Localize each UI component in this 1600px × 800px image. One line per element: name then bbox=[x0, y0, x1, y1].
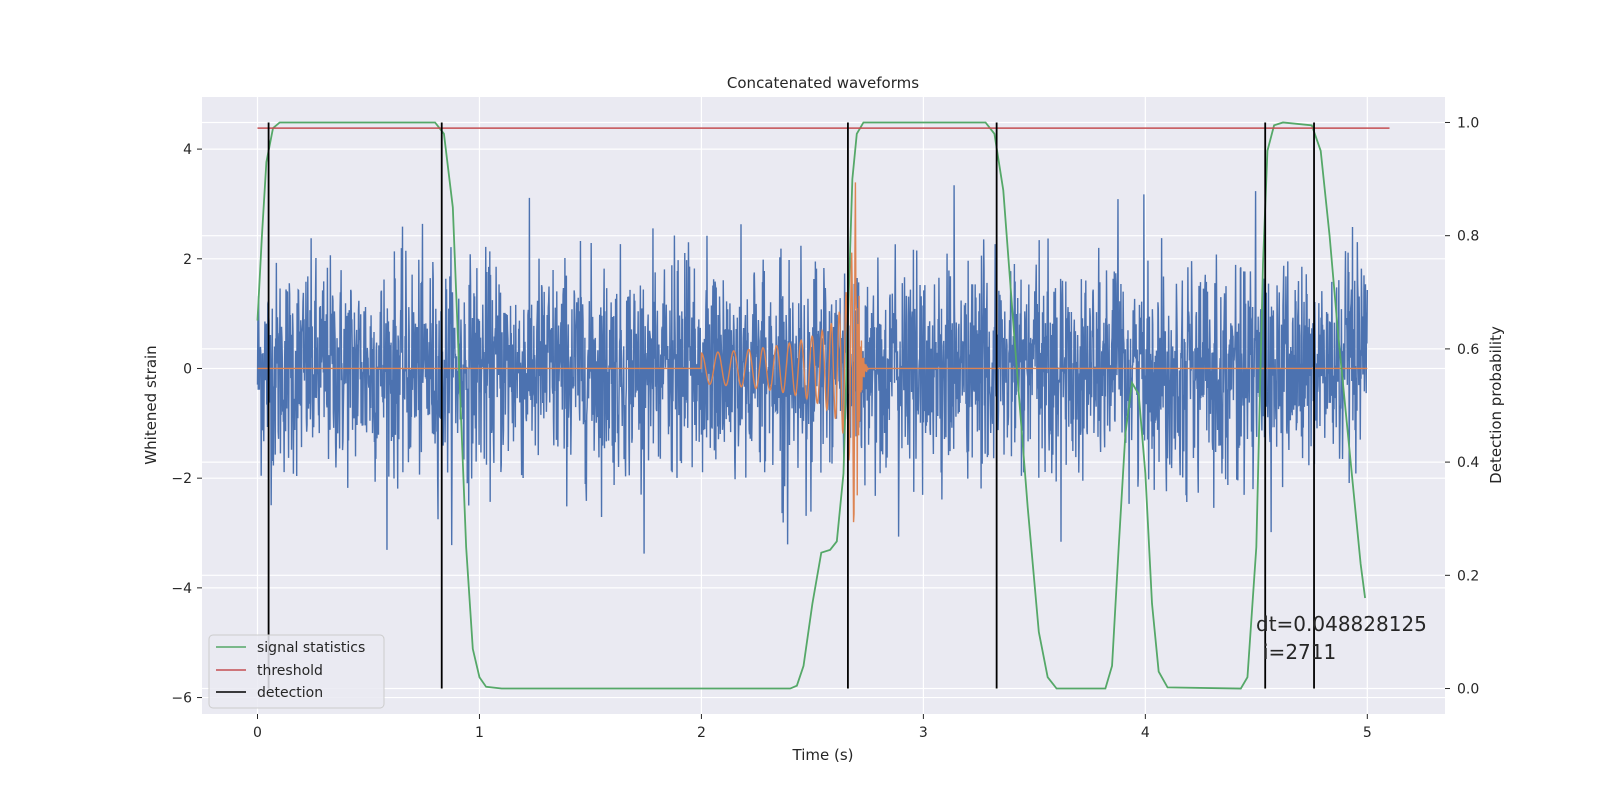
x-tick-label: 2 bbox=[697, 725, 706, 741]
annotation-dt: dt=0.048828125 bbox=[1256, 612, 1427, 636]
y-tick-label-left: −6 bbox=[171, 691, 192, 707]
y-tick-label-left: 2 bbox=[183, 252, 192, 268]
y-axis-label-left: Whitened strain bbox=[142, 345, 160, 464]
detection-lines bbox=[267, 122, 1315, 689]
signal-statistics-line bbox=[256, 121, 1366, 690]
x-tick-label: 0 bbox=[253, 725, 262, 741]
y-tick-label-left: 0 bbox=[183, 361, 192, 377]
y-axis-label-right: Detection probability bbox=[1487, 326, 1505, 484]
y-tick-label-right: 0.0 bbox=[1457, 682, 1479, 698]
y-tick-label-left: −2 bbox=[171, 471, 192, 487]
y-tick-label-right: 0.2 bbox=[1457, 568, 1479, 584]
x-axis-label: Time (s) bbox=[792, 746, 854, 764]
signal-statistics-series bbox=[256, 121, 1366, 690]
y-tick-label-right: 1.0 bbox=[1457, 115, 1479, 131]
x-tick-label: 3 bbox=[919, 725, 928, 741]
y-tick-label-left: −4 bbox=[171, 581, 192, 597]
legend-label-detection: detection bbox=[257, 685, 323, 701]
chart-title: Concatenated waveforms bbox=[727, 74, 919, 92]
y-tick-label-right: 0.6 bbox=[1457, 342, 1479, 358]
annotation-index: i=2711 bbox=[1263, 640, 1336, 664]
axis-ticks: 0 1 2 3 4 5 4 2 0 −2 −4 −6 1.0 0.8 0.6 0.4 0.2 0.0 bbox=[171, 115, 1479, 741]
legend: signal statistics threshold detection bbox=[208, 634, 385, 709]
x-tick-label: 1 bbox=[475, 725, 484, 741]
legend-label-threshold: threshold bbox=[257, 663, 323, 679]
x-tick-label: 4 bbox=[1141, 725, 1150, 741]
x-tick-label: 5 bbox=[1363, 725, 1372, 741]
y-tick-label-left: 4 bbox=[183, 142, 192, 158]
legend-label-signal-statistics: signal statistics bbox=[257, 640, 365, 656]
y-tick-label-right: 0.8 bbox=[1457, 229, 1479, 245]
y-tick-label-right: 0.4 bbox=[1457, 455, 1479, 471]
legend-box bbox=[208, 634, 385, 709]
